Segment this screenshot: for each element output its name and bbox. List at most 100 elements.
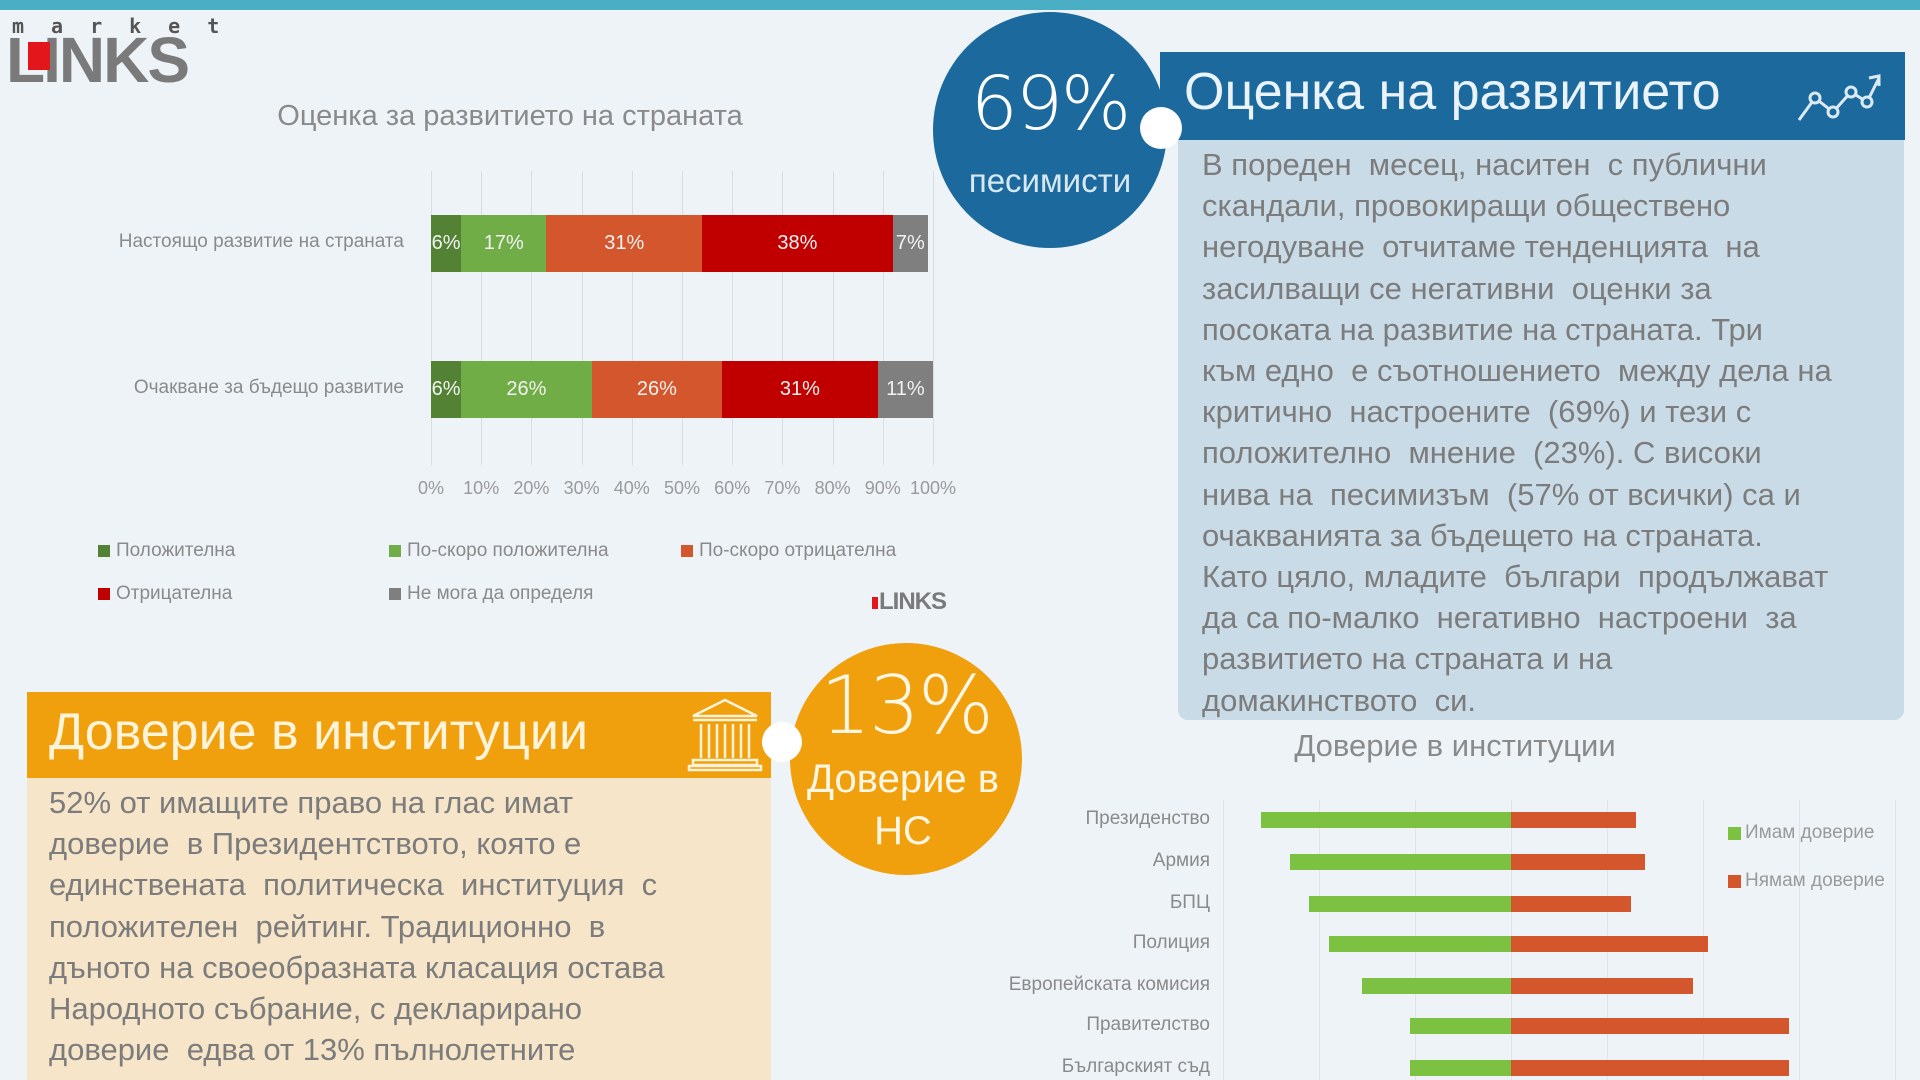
chart-links-watermark: LINKS (872, 588, 947, 616)
parliament-trust-value: 13% (820, 659, 994, 752)
bar-segment: 26% (461, 361, 592, 418)
paragraph-line: критично настроените (69%) и тези с (1202, 394, 1752, 430)
gridline (631, 171, 633, 465)
legend-item: Отрицателна (98, 583, 232, 605)
development-header: Оценка на развитието (1160, 52, 1905, 140)
legend-swatch (1728, 874, 1741, 888)
pessimists-label: песимисти (968, 162, 1132, 199)
legend-item: По-скоро отрицателна (681, 540, 896, 562)
legend-swatch (681, 545, 693, 557)
gridline (732, 171, 734, 465)
paragraph-line: дъното на своеобразната класация остава (49, 949, 665, 985)
axis-tick-label: 0% (417, 478, 445, 498)
bar-segment: 31% (546, 215, 703, 272)
development-chart-title: Оценка за развитието на страната (277, 100, 743, 132)
gridline (1319, 800, 1320, 1080)
legend-item: Нямам доверие (1728, 870, 1885, 892)
legend-item: Имам доверие (1728, 822, 1874, 844)
legend-label: По-скоро отрицателна (699, 540, 897, 561)
development-header-title: Оценка на развитието (1184, 63, 1721, 121)
paragraph-line: посоката на развитие на страната. Три (1202, 311, 1763, 347)
category-label: Очакване за бъдещо развитие (133, 377, 404, 398)
category-label: БПЦ (1169, 892, 1210, 913)
bar-segment: 17% (461, 215, 547, 272)
gridline (581, 171, 583, 465)
paragraph-line: скандали, провокиращи обществено (1202, 188, 1731, 224)
stacked-bar: 6% 26% 26% 31% 11% (431, 361, 933, 418)
legend-swatch (389, 588, 401, 600)
paragraph-line: очакванията за бъдещето на страната. (1202, 517, 1763, 553)
legend-label: Не мога да определя (407, 583, 594, 604)
logo-market-text: market (12, 14, 247, 38)
gridline (882, 171, 884, 465)
paragraph-line: развитието на страната и на (1202, 641, 1613, 677)
category-label: Настоящо развитие на страната (118, 231, 404, 252)
institution-columns-icon (687, 698, 763, 772)
axis-tick-label: 10% (463, 478, 500, 498)
category-label: Европейската комисия (1008, 974, 1210, 995)
category-label: Армия (1152, 850, 1210, 871)
bar-segment: 31% (722, 361, 878, 418)
gridline (1799, 800, 1800, 1080)
parliament-trust-circle: 13% Доверие в НС (790, 643, 1022, 875)
market-links-logo: market LINKS (6, 14, 219, 92)
category-label: Президенство (1085, 808, 1211, 829)
connector-dot (762, 722, 802, 762)
development-paragraph: В пореден месец, наситен с публични сканд… (1202, 144, 1892, 721)
no-trust-bar (1511, 854, 1646, 870)
legend-label: Положителна (116, 540, 236, 561)
paragraph-line: към едно е съотношението между дела на (1202, 353, 1832, 389)
legend-swatch (98, 545, 110, 557)
category-label: Полиция (1132, 932, 1210, 953)
institutions-text-panel: 52% от имащите право на глас имат доверие… (27, 778, 771, 1080)
trust-bar (1362, 978, 1511, 994)
paragraph-line: Като цяло, младите българи продължават (1202, 559, 1829, 595)
axis-tick-label: 30% (563, 478, 600, 498)
gridline (832, 171, 834, 465)
development-chart-x-axis: 0% 10% 20% 30% 40% 50% 60% 70% 80% 90% 100% (418, 478, 958, 504)
trust-bar (1410, 1018, 1511, 1034)
bar-segment: 6% (431, 361, 462, 418)
no-trust-bar (1511, 978, 1694, 994)
legend-label: По-скоро положителна (407, 540, 609, 561)
paragraph-line: В пореден месец, наситен с публични (1202, 147, 1767, 182)
gridline (933, 171, 934, 465)
legend-label: Нямам доверие (1745, 870, 1885, 891)
paragraph-line: 52% от имащите право на глас имат (49, 785, 574, 820)
paragraph-line: единствената политическа институция с (49, 867, 658, 903)
axis-tick-label: 90% (864, 478, 901, 498)
paragraph-line: нива на песимизъм (57% от всички) са и (1202, 476, 1801, 512)
axis-tick-label: 70% (764, 478, 801, 498)
paragraph-line: да са по-малко негативно настроени за (1202, 600, 1797, 636)
development-chart-grid (431, 171, 934, 465)
no-trust-bar (1511, 812, 1636, 828)
gridline (481, 171, 483, 465)
paragraph-line: домакинството си. (1202, 682, 1477, 718)
legend-item: По-скоро положителна (389, 540, 609, 562)
pessimists-value: 69% (970, 61, 1131, 147)
bar-segment: 26% (591, 361, 723, 418)
paragraph-line: доверие едва от 13% пълнолетните (49, 1032, 576, 1068)
legend-item: Положителна (98, 540, 235, 562)
no-trust-bar (1511, 936, 1708, 952)
axis-tick-label: 80% (814, 478, 851, 498)
trend-chart-icon (1797, 74, 1881, 121)
trust-bar (1261, 812, 1511, 828)
no-trust-bar (1511, 896, 1631, 912)
paragraph-line: Народното събрание, с декларирано (49, 991, 582, 1027)
paragraph-line: положителен рейтинг. Традиционно в (49, 908, 606, 944)
bar-segment: 7% (892, 215, 928, 272)
axis-tick-label: 50% (663, 478, 701, 498)
parliament-trust-label: Доверие в НС (806, 757, 1000, 853)
trust-bar (1290, 854, 1511, 870)
paragraph-line: негодуване отчитаме тенденцията на (1202, 229, 1760, 265)
gridline (431, 171, 432, 465)
gridline (1895, 800, 1896, 1080)
legend-swatch (98, 588, 110, 600)
logo-red-square (28, 42, 50, 70)
institutions-paragraph: 52% от имащите право на глас имат доверие… (49, 782, 769, 1070)
bar-segment: 38% (702, 215, 893, 272)
paragraph-line: доверие в Президентството, която е (49, 826, 582, 862)
trust-bar (1328, 936, 1511, 952)
gridline (682, 171, 683, 465)
